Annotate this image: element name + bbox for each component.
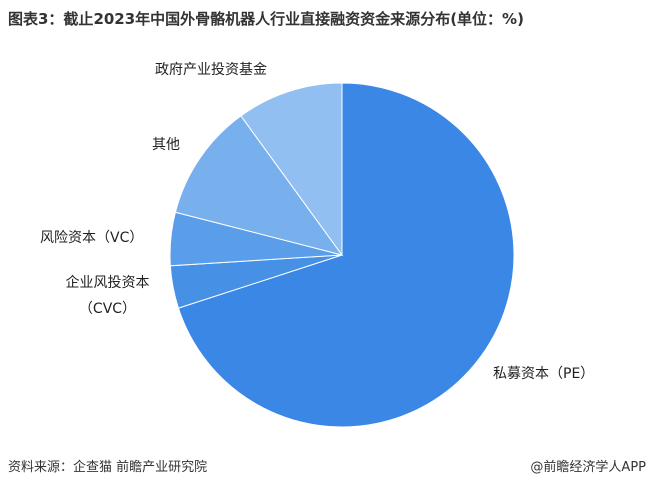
chart-title: 图表3：截止2023年中国外骨骼机器人行业直接融资资金来源分布(单位：%)	[8, 10, 524, 28]
slice-label: 私募资本（PE）	[493, 366, 595, 382]
pie-slice	[174, 115, 344, 256]
brand: @前瞻经济学人APP	[530, 460, 646, 475]
slice-label: 政府产业投资基金	[155, 62, 267, 78]
slice-label: 风险资本（VC）	[40, 230, 144, 246]
slice-label: 其他	[152, 137, 180, 153]
source-note: 资料来源：企查猫 前瞻产业研究院	[8, 460, 208, 475]
slice-label: 企业风投资本（CVC）	[65, 275, 150, 317]
pie-slice	[240, 82, 343, 257]
pie-slice	[177, 82, 515, 428]
